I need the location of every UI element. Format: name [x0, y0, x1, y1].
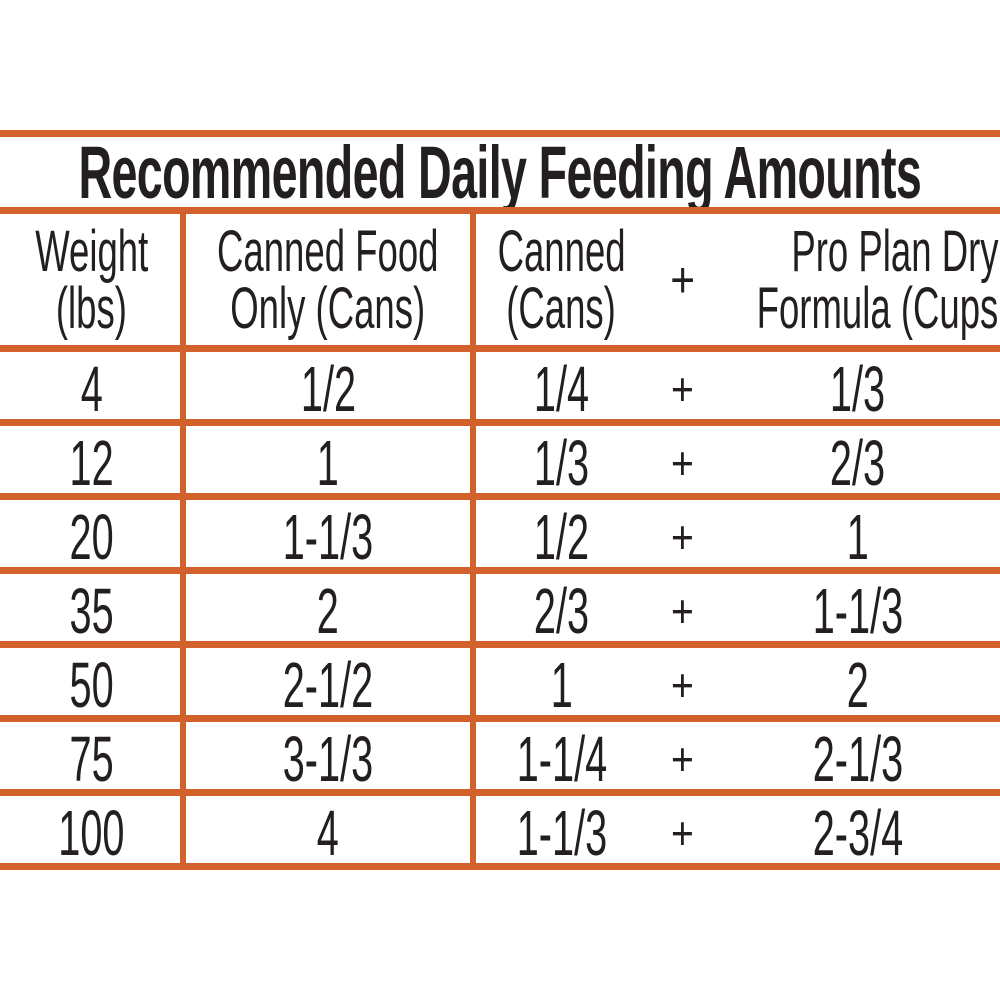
header-dry-line2: Formula (Cups	[757, 275, 999, 341]
header-bottom-rule	[0, 345, 1000, 352]
column-divider-2	[470, 207, 476, 870]
cell-canned-only: 3-1/3	[282, 723, 374, 795]
cell-canned: 1/3	[533, 427, 590, 499]
cell-canned-only: 1-1/3	[282, 501, 374, 573]
cell-plus: +	[650, 648, 715, 722]
cell-weight: 100	[58, 797, 125, 869]
header-dry-line1: Pro Plan Dry	[791, 218, 999, 284]
table-header-row: Weight (lbs) Canned Food Only (Cans) Can…	[0, 214, 1000, 345]
cell-canned: 1-1/3	[516, 797, 607, 869]
cell-canned: 1	[550, 649, 573, 721]
plus-sign: +	[671, 733, 694, 785]
cell-canned-only: 4	[316, 797, 340, 869]
cell-canned: 1-1/4	[516, 723, 607, 795]
plus-sign: +	[670, 251, 695, 308]
cell-dry: 2	[846, 649, 869, 721]
table-row: 75 3-1/3 1-1/4 + 2-1/3	[0, 722, 1000, 795]
cell-canned: 2/3	[533, 575, 590, 647]
cell-dry: 1-1/3	[812, 575, 903, 647]
row-divider-rule	[0, 789, 1000, 796]
cell-weight: 12	[69, 427, 114, 499]
row-divider-rule	[0, 641, 1000, 648]
row-divider-rule	[0, 567, 1000, 574]
table-row: 4 1/2 1/4 + 1/3	[0, 352, 1000, 425]
chart-title-band: Recommended Daily Feeding Amounts	[0, 131, 1000, 214]
table-row: 12 1 1/3 + 2/3	[0, 426, 1000, 499]
cell-canned-only: 1	[316, 427, 340, 499]
table-row: 100 4 1-1/3 + 2-3/4	[0, 796, 1000, 869]
cell-plus: +	[650, 426, 715, 500]
plus-sign: +	[671, 585, 694, 637]
row-divider-rule	[0, 715, 1000, 722]
plus-sign: +	[671, 363, 694, 415]
cell-weight: 20	[69, 501, 114, 573]
plus-sign: +	[671, 437, 694, 489]
table-row: 20 1-1/3 1/2 + 1	[0, 500, 1000, 573]
cell-plus: +	[650, 500, 715, 574]
plus-sign: +	[671, 807, 694, 859]
cell-dry: 2-3/4	[812, 797, 903, 869]
cell-dry: 2-1/3	[812, 723, 903, 795]
chart-title: Recommended Daily Feeding Amounts	[78, 130, 922, 214]
cell-canned: 1/2	[533, 501, 590, 573]
header-canned-only-line1: Canned Food	[217, 218, 439, 284]
header-canned-only: Canned Food Only (Cans)	[183, 214, 473, 345]
top-divider-rule	[0, 130, 1000, 137]
cell-dry: 2/3	[829, 427, 886, 499]
cell-dry: 1	[846, 501, 869, 573]
cell-weight: 4	[80, 353, 103, 425]
cell-weight: 75	[69, 723, 114, 795]
cell-canned-only: 2	[316, 575, 340, 647]
cell-plus: +	[650, 352, 715, 426]
cell-canned: 1/4	[533, 353, 590, 425]
column-divider-1	[180, 207, 186, 870]
cell-plus: +	[650, 574, 715, 648]
header-weight: Weight (lbs)	[0, 214, 183, 345]
table-row: 50 2-1/2 1 + 2	[0, 648, 1000, 721]
header-dry-formula: Pro Plan Dry Formula (Cups	[715, 214, 1000, 345]
cell-weight: 50	[69, 649, 114, 721]
cell-weight: 35	[69, 575, 114, 647]
table-body: 4 1/2 1/4 + 1/3 12 1 1/3 + 2/3 20 1-1/3 …	[0, 352, 1000, 870]
cell-dry: 1/3	[829, 353, 886, 425]
header-plus: +	[650, 214, 715, 345]
cell-canned-only: 1/2	[300, 353, 356, 425]
header-canned: Canned (Cans)	[473, 214, 650, 345]
row-divider-rule	[0, 863, 1000, 870]
table-row: 35 2 2/3 + 1-1/3	[0, 574, 1000, 647]
cell-plus: +	[650, 722, 715, 796]
cell-plus: +	[650, 796, 715, 870]
plus-sign: +	[671, 659, 694, 711]
header-weight-line1: Weight	[34, 218, 149, 284]
cell-canned-only: 2-1/2	[282, 649, 374, 721]
header-weight-line2: (lbs)	[55, 275, 128, 341]
header-canned-line2: (Cans)	[506, 275, 617, 341]
plus-sign: +	[671, 511, 694, 563]
feeding-table: Weight (lbs) Canned Food Only (Cans) Can…	[0, 207, 1000, 870]
row-divider-rule	[0, 493, 1000, 500]
row-divider-rule	[0, 419, 1000, 426]
header-canned-line1: Canned	[497, 218, 626, 284]
header-top-rule	[0, 207, 1000, 214]
header-canned-only-line2: Only (Cans)	[230, 275, 426, 341]
